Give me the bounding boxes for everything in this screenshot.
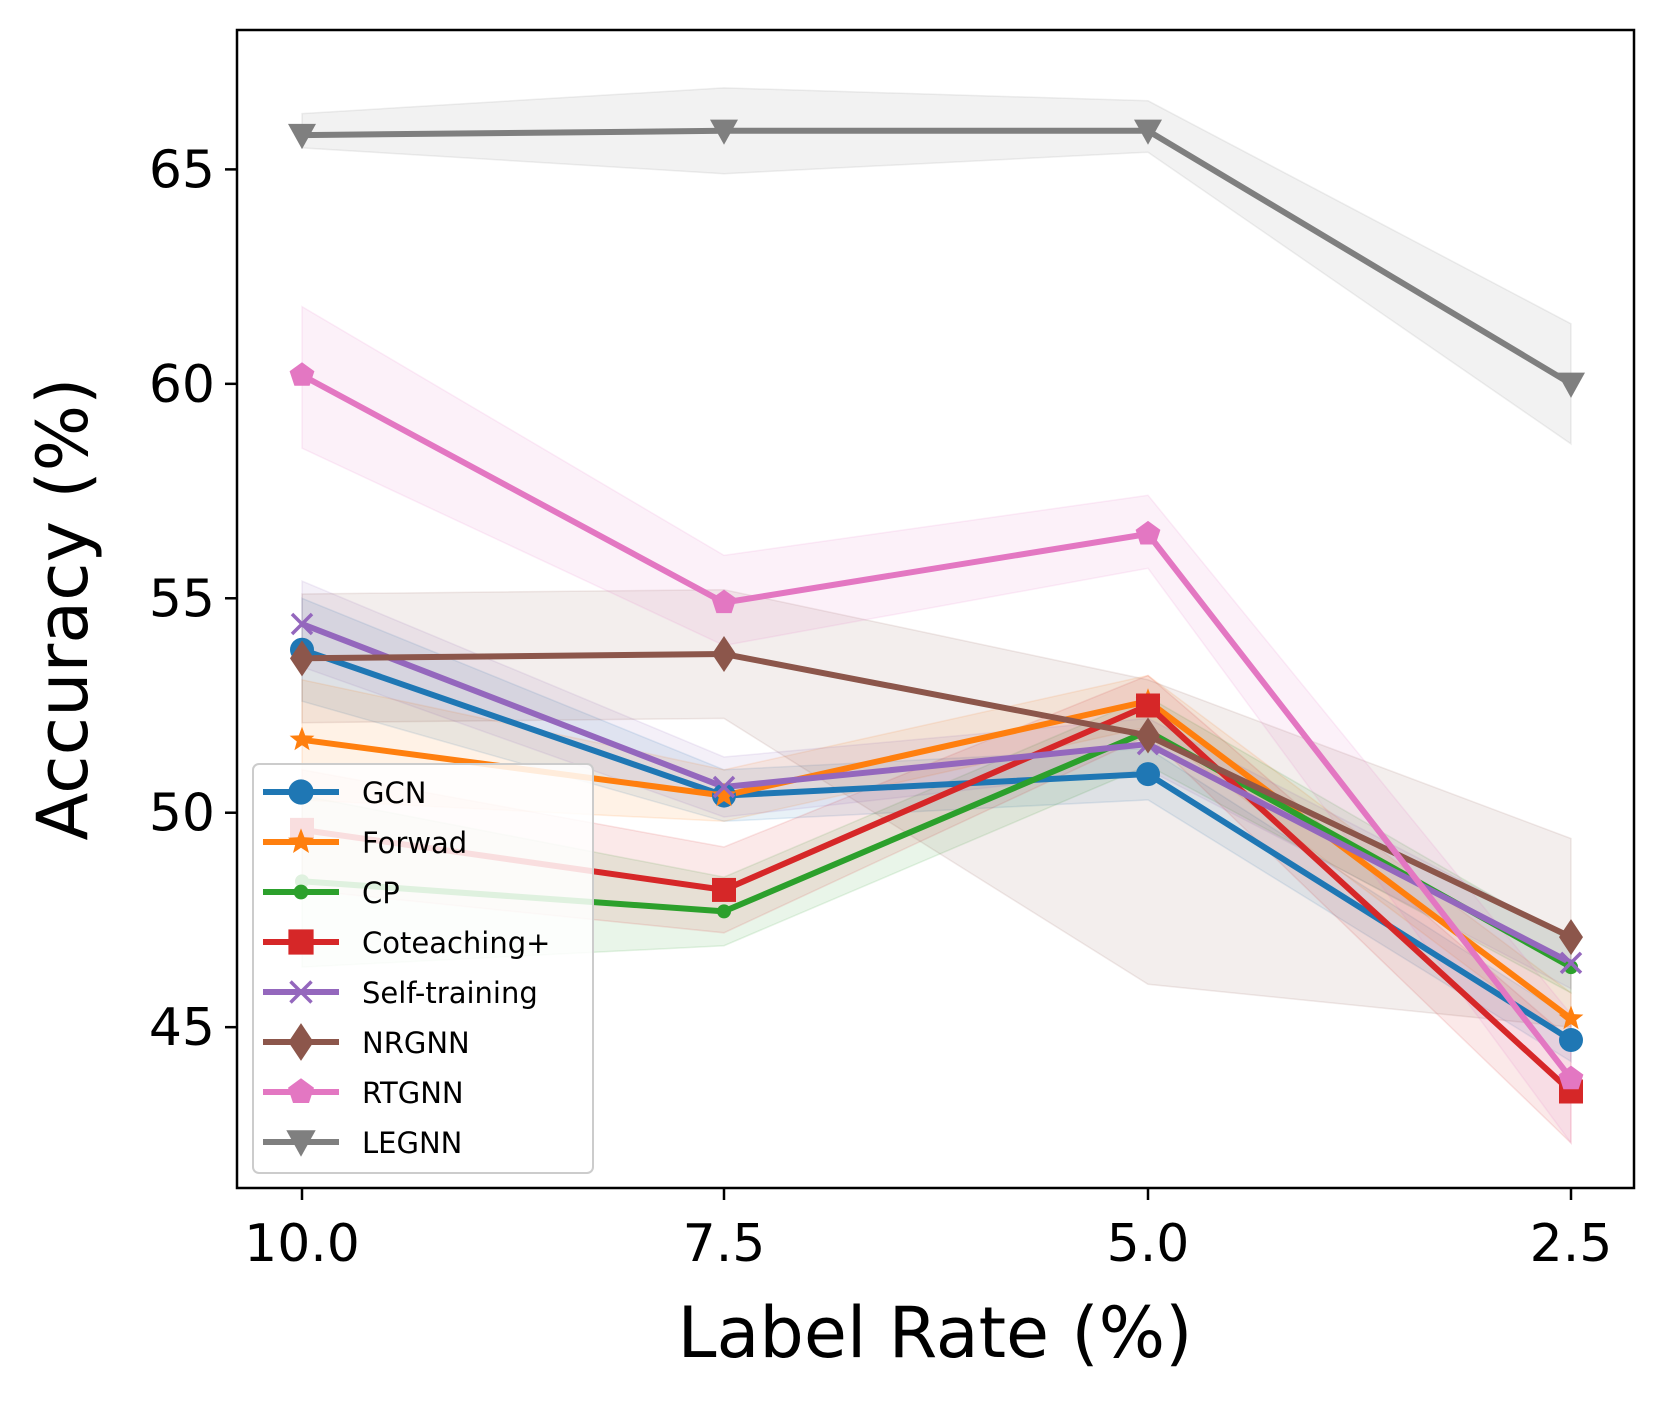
y-tick-label-4: 65 — [149, 140, 215, 200]
point-legnn-0 — [288, 123, 316, 150]
point-self-training-1 — [712, 775, 736, 799]
point-coteaching-2 — [1136, 693, 1160, 718]
x-tick-label-1: 7.5 — [683, 1214, 766, 1274]
legend-label-cp: CP — [362, 876, 400, 910]
legend-label-coteaching: Coteaching+ — [362, 926, 550, 960]
point-nrgnn-2 — [1136, 717, 1160, 754]
point-gcn-2 — [1136, 762, 1160, 787]
y-tick-label-2: 55 — [149, 569, 215, 629]
legend-marker-legnn — [286, 1130, 316, 1157]
legend-label-nrgnn: NRGNN — [362, 1026, 470, 1060]
plot-frame — [235, 28, 1636, 1190]
y-axis-label: Accuracy (%) — [22, 378, 104, 841]
x-tick-label-2: 5.0 — [1107, 1214, 1190, 1274]
point-rtgnn-1 — [711, 589, 737, 614]
point-nrgnn-3 — [1559, 919, 1583, 956]
y-tick-label-0: 45 — [149, 998, 215, 1058]
point-gcn-3 — [1559, 1028, 1583, 1053]
y-tick-label-3: 60 — [149, 355, 215, 415]
legend-marker-forwad — [288, 828, 314, 853]
point-rtgnn-2 — [1135, 520, 1161, 545]
legend-box — [252, 763, 594, 1174]
point-legnn-1 — [710, 119, 738, 145]
point-nrgnn-1 — [712, 636, 736, 673]
legend-marker-cp — [293, 884, 309, 900]
point-forwad-3 — [1558, 1005, 1584, 1030]
point-cp-1 — [717, 904, 731, 919]
x-axis-label: Label Rate (%) — [678, 1292, 1193, 1374]
legend-marker-nrgnn — [288, 1023, 314, 1061]
point-self-training-0 — [290, 612, 314, 636]
x-tick-label-3: 2.5 — [1530, 1214, 1613, 1274]
band-nrgnn — [301, 588, 1572, 1029]
legend-marker-gcn — [288, 779, 314, 805]
point-self-training-3 — [1559, 951, 1583, 975]
legend-label-self-training: Self-training — [362, 976, 538, 1010]
legend-marker-coteaching — [288, 929, 314, 955]
point-rtgnn-3 — [1558, 1065, 1584, 1090]
x-tick-label-0: 10.0 — [244, 1214, 360, 1274]
legend-marker-self-training — [289, 980, 313, 1004]
point-legnn-2 — [1134, 119, 1162, 145]
point-forwad-0 — [289, 726, 315, 751]
point-rtgnn-0 — [289, 362, 315, 386]
point-forwad-1 — [711, 782, 737, 807]
series-markers — [288, 119, 1585, 1104]
y-axis: 45 50 55 60 65 — [149, 140, 237, 1058]
point-coteaching-1 — [712, 877, 736, 902]
point-cp-3 — [1564, 960, 1578, 975]
legend-label-rtgnn: RTGNN — [362, 1076, 464, 1110]
line-legnn — [301, 127, 1573, 387]
line-self-training — [300, 621, 1573, 966]
legend-marker-rtgnn — [288, 1078, 314, 1103]
line-rtgnn — [300, 372, 1574, 1081]
band-legnn — [301, 87, 1572, 446]
band-rtgnn — [301, 305, 1572, 1146]
line-gcn — [301, 646, 1573, 1043]
legend-label-gcn: GCN — [362, 776, 426, 810]
legend: GCN Forwad CP Coteaching+ Self-training NRGNN… — [252, 763, 594, 1174]
legend-label-legnn: LEGNN — [362, 1126, 462, 1160]
line-nrgnn — [301, 651, 1573, 940]
legend-label-forwad: Forwad — [362, 826, 467, 860]
x-axis: 10.0 7.5 5.0 2.5 — [244, 1188, 1612, 1274]
point-legnn-3 — [1557, 372, 1585, 398]
y-tick-label-1: 50 — [149, 784, 215, 844]
point-nrgnn-0 — [290, 640, 314, 677]
